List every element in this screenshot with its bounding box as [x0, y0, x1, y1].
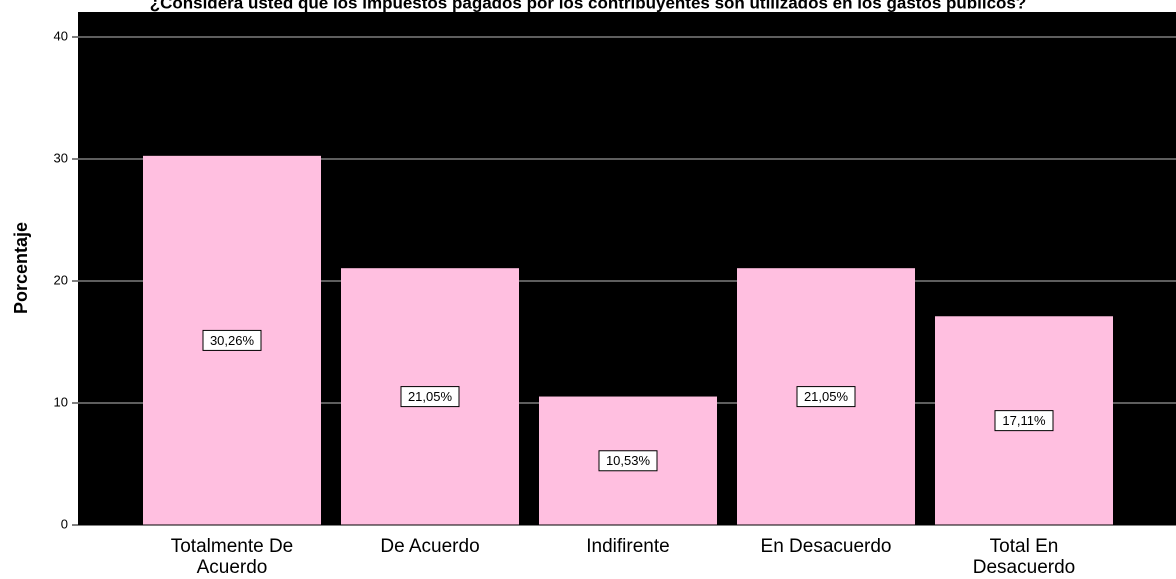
- y-tick-label: 0: [61, 516, 68, 531]
- value-label-box: [400, 386, 460, 408]
- x-tick-label: Indifirente: [586, 536, 670, 557]
- chart-title: ¿Considera usted que los impuestos pagad…: [150, 0, 1027, 12]
- value-label: 10,53%: [606, 453, 651, 468]
- value-label: 21,05%: [804, 389, 849, 404]
- value-label-box: [202, 329, 262, 351]
- y-tick-label: 30: [54, 150, 68, 165]
- value-label: 17,11%: [1002, 413, 1046, 428]
- value-label: 30,26%: [210, 333, 255, 348]
- value-label-box: [598, 450, 658, 472]
- value-label: 21,05%: [408, 389, 453, 404]
- value-label-box: [994, 410, 1054, 432]
- x-tick-label: En Desacuerdo: [760, 536, 892, 557]
- x-tick-label: Totalmente De Acuerdo: [170, 536, 294, 578]
- y-axis-label: Porcentaje: [11, 222, 31, 314]
- x-tick-label: Total En Desacuerdo: [972, 536, 1076, 578]
- value-label-box: [796, 386, 856, 408]
- y-tick-label: 20: [54, 272, 68, 287]
- y-tick-label: 10: [54, 394, 68, 409]
- x-tick-label: De Acuerdo: [380, 536, 480, 557]
- y-tick-label: 40: [54, 28, 68, 43]
